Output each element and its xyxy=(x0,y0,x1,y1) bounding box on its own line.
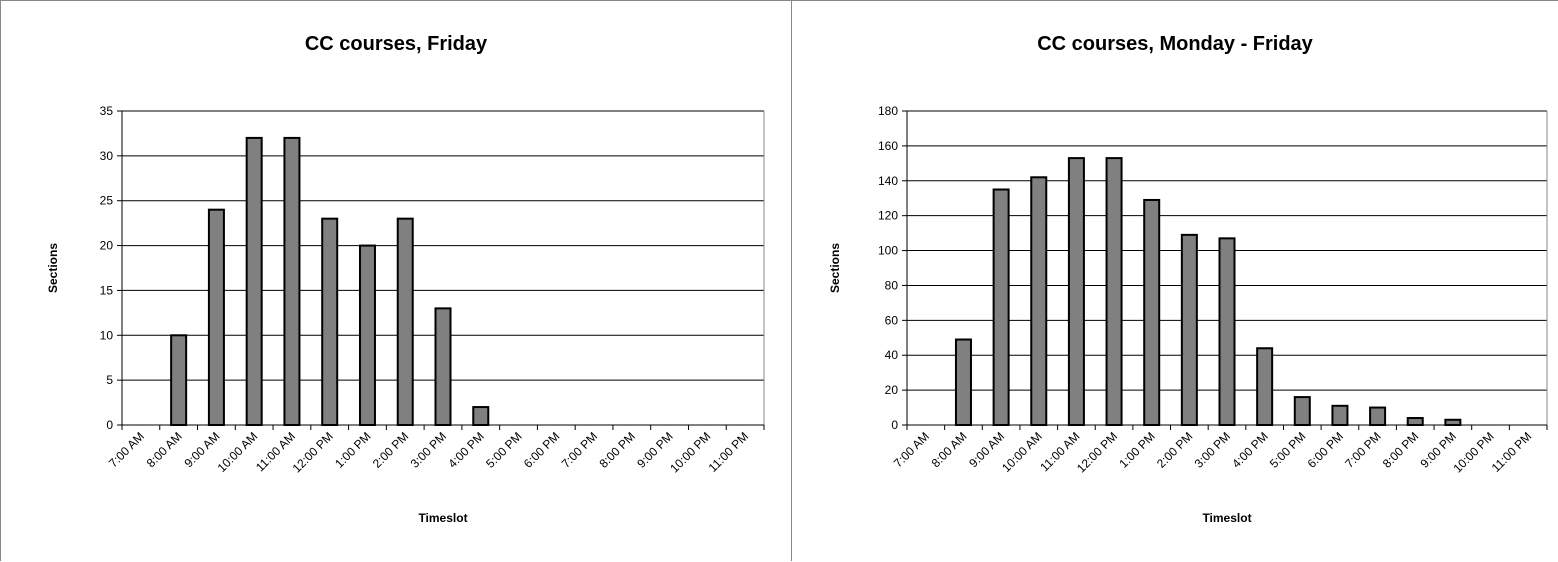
y-tick-label: 5 xyxy=(106,373,113,387)
x-tick-label: 7:00 PM xyxy=(1342,429,1384,471)
bar xyxy=(283,136,301,427)
y-tick-label: 140 xyxy=(878,174,898,188)
bar xyxy=(321,217,339,426)
x-tick-label: 5:00 PM xyxy=(1267,429,1309,471)
x-tick-label: 11:00 PM xyxy=(706,429,752,475)
x-tick-label: 11:00 PM xyxy=(1489,429,1535,475)
x-tick-label: 10:00 AM xyxy=(999,429,1045,475)
bar xyxy=(170,334,188,426)
chart-title: CC courses, Friday xyxy=(304,33,488,55)
y-axis-title: Sections xyxy=(46,243,60,293)
x-tick-label: 8:00 AM xyxy=(929,429,970,470)
chart-panel-friday: CC courses, Friday 0 5 10 15 20 25 30 35 7:00 AM… xyxy=(0,0,792,561)
bar xyxy=(1218,237,1236,426)
y-tick-label: 20 xyxy=(100,239,114,253)
y-tick-label: 0 xyxy=(106,418,113,432)
x-tick-label: 8:00 PM xyxy=(1380,429,1422,471)
bar xyxy=(1331,404,1349,426)
x-tick-label: 10:00 AM xyxy=(215,429,261,475)
bar xyxy=(1143,198,1161,426)
x-tick-label: 6:00 PM xyxy=(1305,429,1347,471)
x-tick-label: 8:00 PM xyxy=(596,429,638,471)
y-tick-label: 60 xyxy=(885,313,899,327)
x-tick-label: 2:00 PM xyxy=(1154,429,1196,471)
bar xyxy=(472,406,490,426)
bar xyxy=(245,136,263,427)
chart-title: CC courses, Monday - Friday xyxy=(1037,33,1313,55)
y-tick-label: 80 xyxy=(885,278,899,292)
y-tick-label: 40 xyxy=(885,348,899,362)
x-tick-label: 8:00 AM xyxy=(144,429,185,470)
x-tick-label: 6:00 PM xyxy=(521,429,563,471)
bar xyxy=(1180,233,1198,426)
y-tick-label: 160 xyxy=(878,139,898,153)
x-tick-label: 1:00 PM xyxy=(1116,429,1158,471)
bar xyxy=(396,217,414,426)
bar xyxy=(992,188,1010,426)
bar xyxy=(1067,157,1085,426)
x-tick-label: 12:00 PM xyxy=(290,429,336,475)
y-tick-label: 20 xyxy=(885,383,899,397)
chart-panel-monday-friday: CC courses, Monday - Friday 0 20 40 60 80 100… xyxy=(792,0,1558,561)
bar xyxy=(1406,417,1424,426)
x-tick-label: 5:00 PM xyxy=(483,429,525,471)
y-tick-label: 30 xyxy=(100,149,114,163)
x-tick-label: 1:00 PM xyxy=(332,429,374,471)
x-tick-label: 7:00 AM xyxy=(106,429,147,470)
x-tick-label: 2:00 PM xyxy=(370,429,412,471)
y-tick-label: 10 xyxy=(100,328,114,342)
bar xyxy=(434,307,452,426)
y-tick-label: 120 xyxy=(878,209,898,223)
x-tick-label: 12:00 PM xyxy=(1074,429,1120,475)
bar xyxy=(1030,176,1048,426)
x-tick-label: 10:00 PM xyxy=(667,429,713,475)
y-axis-title: Sections xyxy=(828,243,842,293)
y-tick-label: 35 xyxy=(100,104,114,118)
x-tick-label: 4:00 PM xyxy=(445,429,487,471)
x-axis-title: Timeslot xyxy=(1202,511,1251,525)
x-axis-title: Timeslot xyxy=(418,511,467,525)
x-tick-label: 3:00 PM xyxy=(1192,429,1234,471)
y-tick-label: 100 xyxy=(878,244,898,258)
bar xyxy=(1293,396,1311,427)
y-tick-label: 0 xyxy=(891,418,898,432)
bar xyxy=(1105,157,1123,426)
bar xyxy=(1444,418,1462,426)
bar xyxy=(1256,347,1274,426)
bar xyxy=(954,338,972,426)
x-tick-label: 7:00 PM xyxy=(559,429,601,471)
x-tick-label: 3:00 PM xyxy=(408,429,450,471)
bar xyxy=(1369,406,1387,426)
bar xyxy=(358,244,376,426)
bar xyxy=(207,208,225,426)
x-tick-label: 4:00 PM xyxy=(1229,429,1271,471)
y-tick-label: 15 xyxy=(100,283,114,297)
y-tick-label: 25 xyxy=(100,194,114,208)
y-tick-label: 180 xyxy=(878,104,898,118)
x-tick-label: 7:00 AM xyxy=(891,429,932,470)
x-tick-label: 10:00 PM xyxy=(1450,429,1496,475)
